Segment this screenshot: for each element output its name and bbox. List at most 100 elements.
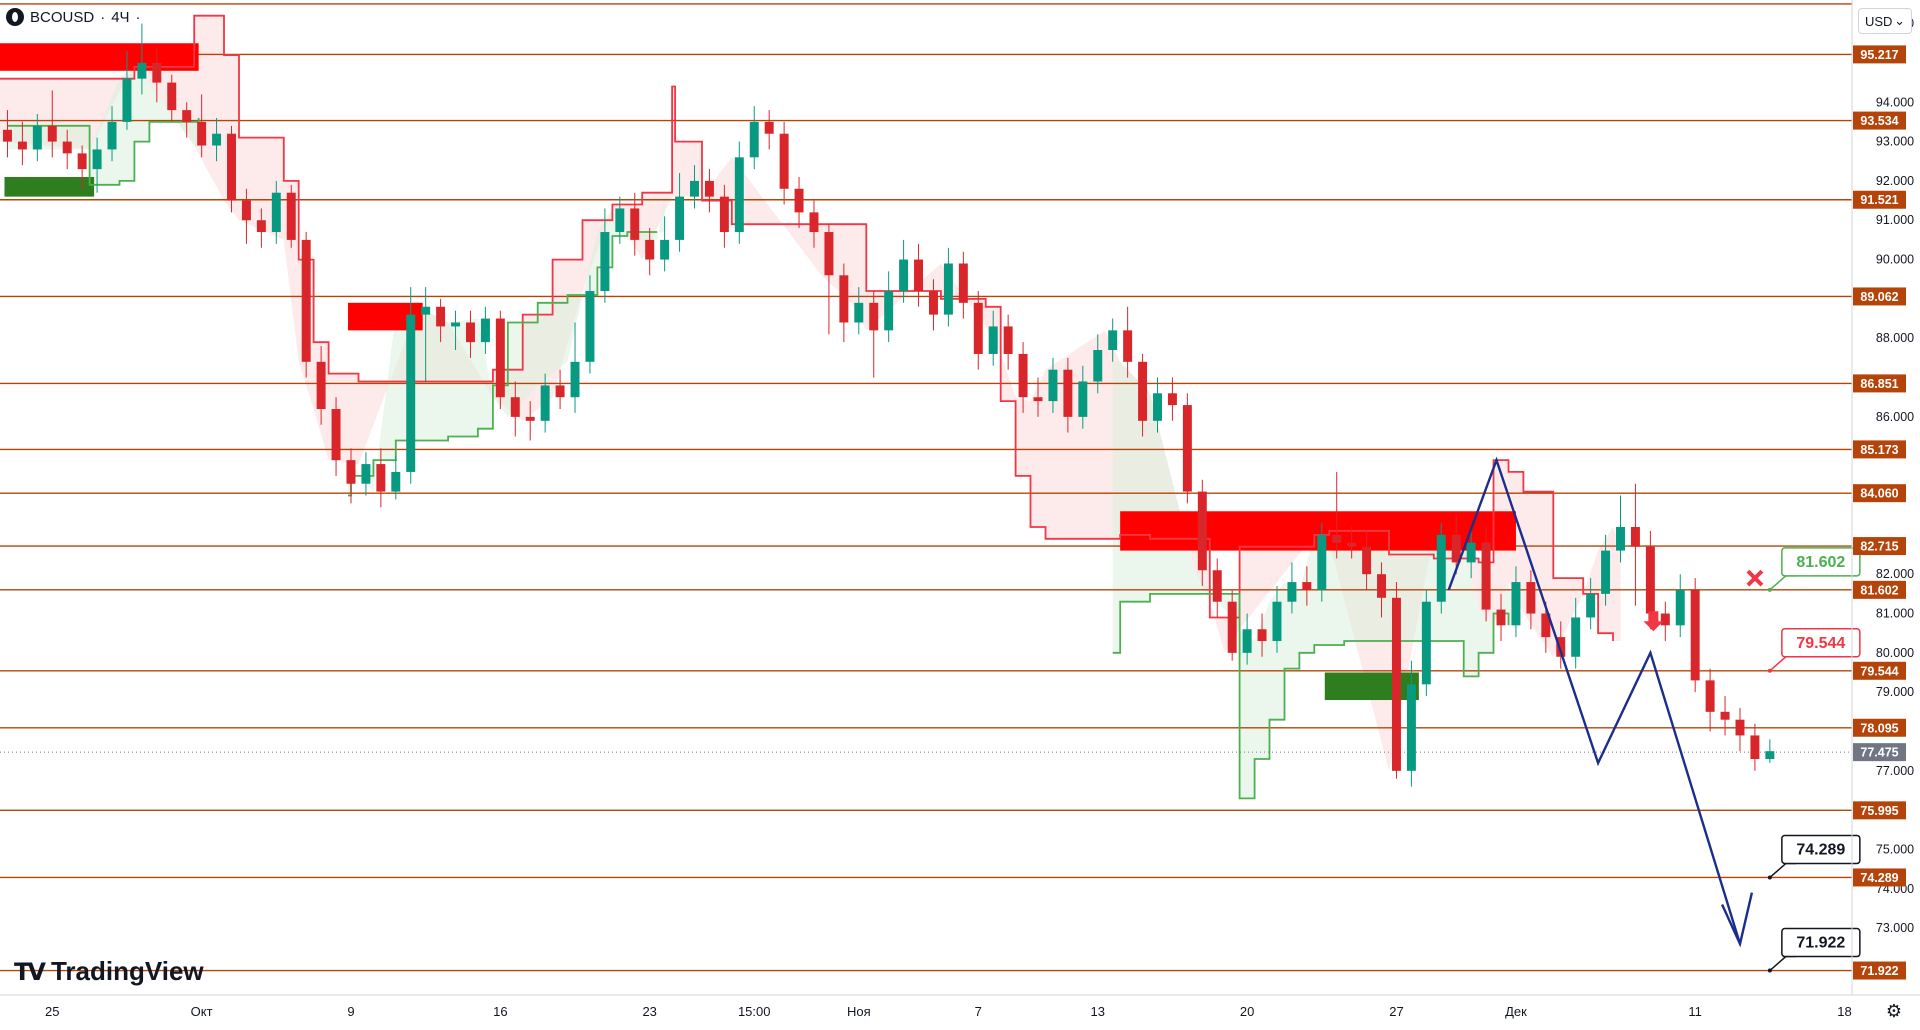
candle-body: [1123, 330, 1133, 362]
symbol-trailing-dot: ·: [135, 8, 141, 26]
price-tick-label: 90.000: [1876, 253, 1914, 267]
candle-body: [1630, 526, 1640, 547]
candle-body: [1078, 381, 1088, 417]
time-axis[interactable]: 25 Окт 9 16 23 15:00 Ноя 7 13 20 27 Дек 11 18: [45, 1004, 1852, 1019]
candle-body: [1332, 534, 1342, 543]
candle-body: [645, 239, 655, 260]
green-zone: [4, 176, 95, 197]
candle-body: [1018, 353, 1028, 398]
price-tick-label: 79.000: [1876, 685, 1914, 699]
symbol-header[interactable]: BCOUSD · 4Ч ·: [6, 8, 141, 26]
time-tick-label: Ноя: [847, 1004, 871, 1019]
time-tick-label: 27: [1389, 1004, 1403, 1019]
candle-body: [256, 220, 266, 233]
candle-body: [1182, 405, 1192, 492]
symbol-separator: ·: [100, 8, 106, 26]
candle-body: [1362, 546, 1372, 575]
candle-body: [286, 192, 296, 240]
candle-body: [167, 82, 177, 111]
level-price-badge-label: 81.602: [1860, 583, 1898, 597]
tradingview-logo[interactable]: TV TradingView: [14, 956, 204, 987]
candle-body: [1645, 546, 1655, 614]
forecast-path: [1447, 456, 1742, 945]
candle-body: [1257, 629, 1267, 642]
candle-body: [585, 291, 595, 362]
level-price-badge-label: 71.922: [1860, 964, 1898, 978]
oil-drop-icon: [6, 8, 24, 26]
candle-body: [854, 302, 864, 323]
down-arrow-icon: [1643, 611, 1664, 632]
candle-body: [704, 180, 714, 197]
candle-body: [1601, 550, 1611, 594]
callout-box: [1781, 547, 1861, 577]
candle-body: [660, 239, 670, 260]
candle-body: [1765, 751, 1775, 760]
chevron-down-icon: ⌄: [1894, 13, 1905, 28]
candle-body: [1212, 570, 1222, 602]
price-axis[interactable]: 96.00094.00093.00092.00091.00090.00088.0…: [1853, 17, 1914, 980]
level-price-badge-label: 86.851: [1860, 377, 1898, 391]
candle-body: [824, 232, 834, 276]
candle-body: [690, 180, 699, 197]
candle-body: [719, 196, 729, 233]
support-trail-line: [1112, 593, 1510, 800]
candle-body: [734, 157, 744, 233]
callout-anchor: [1767, 668, 1772, 673]
level-price-badge: [1853, 661, 1906, 680]
candle-body: [779, 133, 789, 189]
level-price-badge: [1853, 287, 1906, 306]
candle-body: [1033, 397, 1043, 402]
candle-body: [1242, 629, 1252, 653]
support-trail-line: [7, 118, 200, 186]
candle-body: [630, 208, 640, 240]
price-tick-label: 73.000: [1876, 921, 1914, 935]
candle-body: [1705, 680, 1715, 712]
level-price-badge: [1853, 440, 1906, 459]
candle-body: [92, 149, 102, 170]
callout-label: 81.602: [1796, 554, 1845, 571]
cross-icon: [1746, 569, 1764, 587]
candle-body: [1377, 574, 1387, 598]
time-tick-label: 16: [493, 1004, 507, 1019]
support-fill-3: [1112, 361, 1516, 799]
candle-body: [451, 322, 461, 327]
candle-body: [1586, 593, 1596, 618]
level-price-badge: [1853, 801, 1906, 820]
candle-body: [346, 460, 356, 484]
candle-body: [1272, 601, 1282, 642]
candle-body: [182, 110, 192, 122]
candle-body: [794, 188, 804, 213]
currency-select[interactable]: USD ⌄: [1858, 8, 1912, 34]
time-tick-label: 20: [1240, 1004, 1254, 1019]
price-tick-label: 88.000: [1876, 331, 1914, 345]
candle-body: [1750, 735, 1760, 760]
callout-anchor: [1767, 587, 1772, 592]
gear-icon[interactable]: ⚙: [1885, 1001, 1903, 1022]
candle-body: [749, 121, 759, 158]
candle-body: [1481, 542, 1491, 610]
level-price-badge-label: 79.544: [1860, 664, 1898, 678]
callout-anchor: [1767, 968, 1772, 973]
candle-body: [495, 318, 505, 398]
level-price-badge: [1853, 718, 1906, 737]
candle-body: [1406, 684, 1416, 771]
time-tick-label: 7: [975, 1004, 982, 1019]
candle-body: [1063, 369, 1073, 417]
level-price-badge: [1853, 537, 1906, 556]
candle-body: [869, 302, 879, 331]
tradingview-logo-mark: TV: [14, 957, 46, 986]
level-price-badge-label: 82.715: [1860, 540, 1898, 554]
candle-body: [1153, 393, 1162, 421]
candle-body: [1720, 711, 1730, 720]
candle-body: [1048, 369, 1058, 402]
candle-body: [1317, 534, 1327, 590]
level-price-badge: [1853, 45, 1906, 64]
candle-body: [1735, 719, 1745, 736]
candle-body: [436, 306, 446, 327]
candle-body: [1436, 534, 1446, 602]
time-tick-label: Окт: [191, 1004, 213, 1019]
symbol-interval: 4Ч: [111, 8, 130, 26]
level-price-badge-label: 84.060: [1860, 487, 1898, 501]
candle-body: [1511, 582, 1521, 626]
